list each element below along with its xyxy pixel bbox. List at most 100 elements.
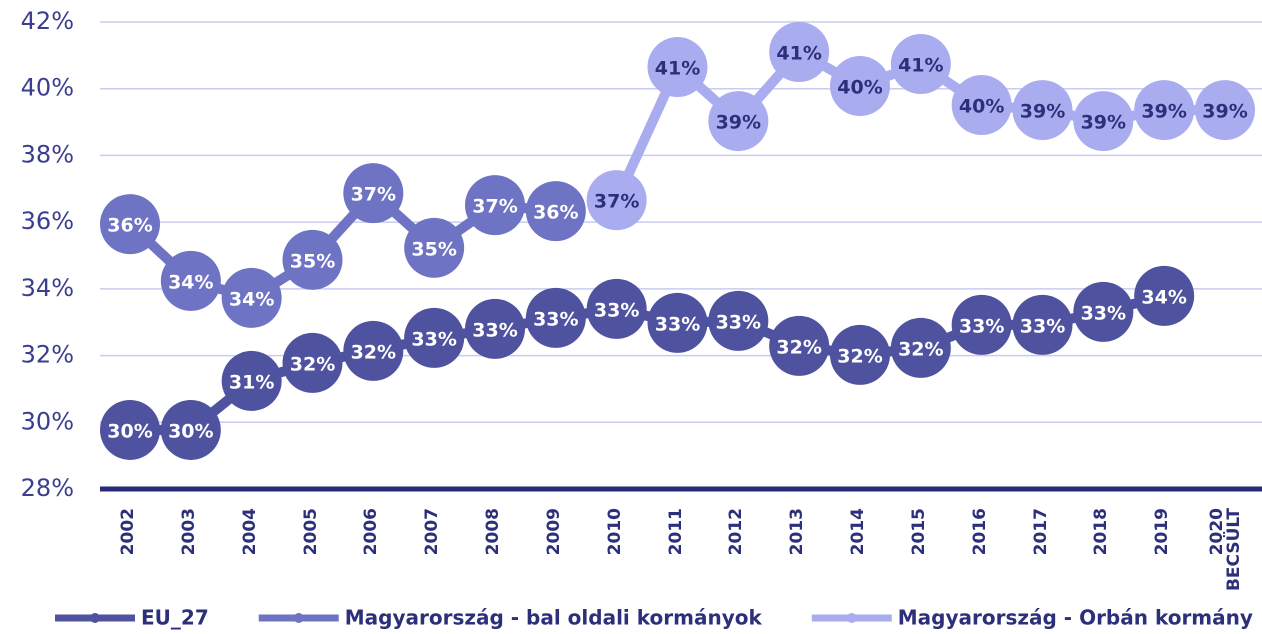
data-label: 32% [776, 336, 821, 358]
x-tick-label: 2013 [787, 508, 808, 556]
data-label: 33% [716, 311, 761, 333]
y-tick-label: 38% [21, 140, 74, 168]
point [100, 194, 160, 255]
data-label: 36% [107, 215, 152, 237]
x-tick-label: 2019 [1152, 508, 1173, 556]
data-label: 33% [472, 319, 517, 341]
data-label: 37% [351, 184, 396, 206]
data-label: 37% [594, 191, 639, 213]
point [708, 91, 769, 152]
data-label: 39% [1020, 101, 1065, 123]
data-label: 33% [1081, 302, 1126, 324]
x-tick-label: 2017 [1030, 508, 1051, 556]
point [1073, 281, 1134, 342]
point [890, 317, 951, 378]
data-label: 40% [959, 96, 1004, 118]
point [221, 267, 282, 328]
legend-dot [90, 613, 100, 623]
legend-label: Magyarország - bal oldali kormányok [345, 606, 763, 630]
point [1012, 294, 1073, 355]
x-tick-label: 2009 [543, 508, 564, 556]
y-tick-label: 40% [21, 74, 74, 102]
legend-label: Magyarország - Orbán kormány [898, 606, 1253, 630]
point [830, 324, 890, 385]
point [404, 217, 465, 278]
point [282, 229, 343, 290]
data-label: 34% [229, 288, 274, 310]
point [951, 294, 1012, 355]
point [830, 56, 890, 117]
data-label: 36% [533, 202, 578, 224]
x-tick-label: 2006 [361, 508, 382, 556]
point [647, 292, 708, 353]
y-tick-label: 34% [21, 274, 74, 302]
data-label: 33% [533, 308, 578, 330]
data-label: 35% [411, 238, 456, 260]
y-tick-label: 30% [21, 407, 74, 435]
point [1073, 91, 1134, 152]
data-label: 39% [716, 112, 761, 134]
data-label: 41% [898, 55, 943, 77]
data-label: 31% [229, 371, 274, 393]
point [465, 175, 525, 236]
point [708, 290, 769, 351]
data-label: 33% [594, 299, 639, 321]
y-tick-label: 28% [21, 474, 74, 502]
x-tick-label: 2020 BECSÜLT [1207, 508, 1244, 592]
point [343, 320, 404, 381]
legend-label: EU_27 [141, 606, 209, 630]
data-label: 33% [1020, 315, 1065, 337]
point [586, 278, 647, 339]
data-label: 30% [107, 420, 152, 442]
point [525, 181, 586, 242]
x-tick-label: 2012 [726, 508, 747, 556]
x-tick-label: 2003 [178, 508, 199, 556]
point [465, 298, 525, 359]
series: 30% 30% 31% 32% 32% 33% 33% 33% 33% 33% 33% 32% 32% 3… [100, 265, 1195, 460]
x-tick-label: 2018 [1091, 508, 1112, 556]
point [769, 22, 830, 83]
point [647, 37, 708, 98]
x-tick-label: 2014 [848, 508, 868, 556]
data-label: 30% [168, 420, 213, 442]
data-label: 35% [290, 250, 335, 272]
series: 36% 34% 34% 35% 37% 35% 37% 36% [100, 163, 586, 328]
data-label: 32% [290, 353, 335, 375]
data-label: 33% [959, 315, 1004, 337]
y-tick-label: 42% [21, 7, 74, 35]
x-tick-label: 2002 [118, 508, 138, 556]
data-label: 32% [351, 341, 396, 363]
legend-dot [846, 613, 857, 623]
x-tick-label: 2007 [422, 508, 443, 556]
x-tick-label: 2016 [969, 508, 990, 556]
y-tick-label: 32% [21, 341, 74, 369]
data-label: 37% [472, 196, 517, 218]
x-tick-label: 2008 [483, 508, 503, 556]
series: 37% 41% 39% 41% 40% 41% 40% 39% 39% 39% 39% [586, 22, 1255, 231]
x-tick-label: 2010 [604, 508, 625, 556]
data-label: 39% [1081, 112, 1126, 134]
point [343, 163, 404, 224]
data-label: 32% [837, 345, 882, 367]
point [160, 250, 221, 311]
point [525, 287, 586, 348]
x-tick-label: 2005 [300, 508, 321, 556]
data-label: 33% [655, 313, 700, 335]
point [890, 34, 951, 95]
legend-dot [293, 613, 304, 623]
data-label: 39% [1141, 101, 1186, 123]
point [1134, 80, 1195, 141]
x-tick-label: 2015 [908, 508, 929, 556]
y-tick-label: 36% [21, 207, 74, 235]
data-label: 39% [1202, 101, 1247, 123]
point [282, 332, 343, 393]
point [221, 350, 282, 411]
data-label: 40% [837, 77, 882, 99]
point [1134, 265, 1195, 326]
data-label: 41% [655, 58, 700, 80]
data-label: 33% [411, 328, 456, 350]
point [769, 315, 830, 376]
x-tick-label: 2004 [239, 508, 260, 556]
